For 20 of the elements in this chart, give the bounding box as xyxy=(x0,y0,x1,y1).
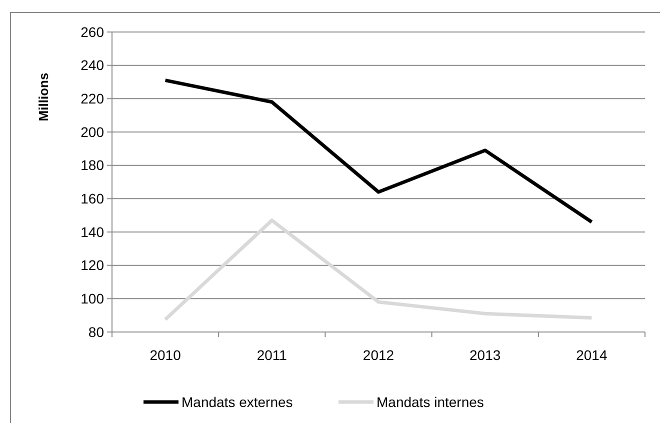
y-tick-label: 80 xyxy=(88,324,104,340)
y-tick-label: 240 xyxy=(80,57,104,74)
y-axis-title: Millions xyxy=(36,72,51,122)
line-series xyxy=(164,78,594,224)
y-tick-label: 260 xyxy=(80,24,104,40)
y-tick-label: 180 xyxy=(80,157,104,174)
legend-label: Mandats internes xyxy=(376,394,484,410)
x-tick-label: 2013 xyxy=(470,347,501,363)
y-tick-label: 160 xyxy=(80,190,104,207)
x-tick-label: 2010 xyxy=(150,347,182,363)
line-series xyxy=(164,218,594,322)
y-tick-label: 120 xyxy=(80,257,104,274)
x-tick-label: 2011 xyxy=(256,347,288,363)
x-tick-label: 2014 xyxy=(576,347,608,363)
y-tick-label: 220 xyxy=(80,90,104,107)
x-tick-label: 2012 xyxy=(362,347,394,363)
y-tick-label: 100 xyxy=(80,290,104,307)
legend-label: Mandats externes xyxy=(182,394,293,410)
y-tick-label: 200 xyxy=(80,124,104,140)
y-tick-label: 140 xyxy=(80,224,104,240)
